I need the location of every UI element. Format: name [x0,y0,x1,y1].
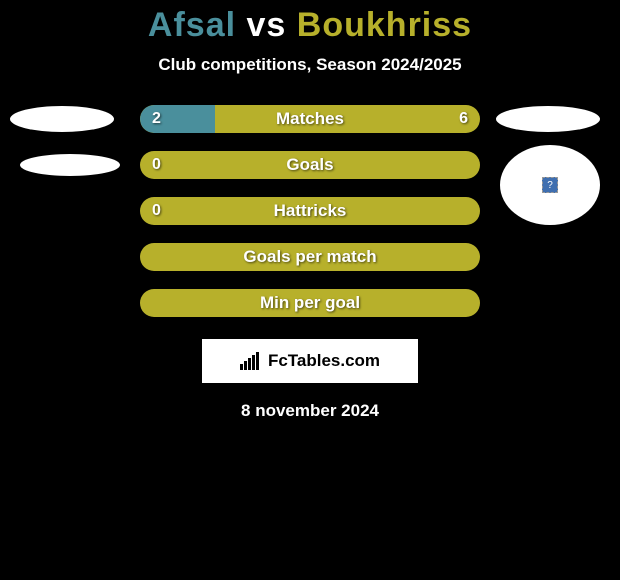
date-label: 8 november 2024 [0,401,620,421]
stat-label: Goals per match [140,247,480,267]
stat-row: Matches2 6 [0,105,620,133]
stat-label: Matches [140,109,480,129]
placeholder-ellipse-left [10,106,114,132]
stat-row: Goals per match [0,243,620,271]
stat-row: Min per goal [0,289,620,317]
stat-value-left: 0 [152,156,161,174]
player2-name: Boukhriss [297,6,472,44]
stat-row: Hattricks0 [0,197,620,225]
stat-label: Hattricks [140,201,480,221]
player1-name: Afsal [148,6,236,44]
page-title: Afsal vs Boukhriss [0,6,620,45]
stat-value-right: 6 [459,110,468,128]
title-vs: vs [247,6,287,44]
stat-value-left: 2 [152,110,161,128]
stat-rows: Matches26?Goals0Hattricks0Goals per matc… [0,105,620,317]
stat-label: Goals [140,155,480,175]
stat-bar: Matches2 6 [140,105,480,133]
stat-value-left: 0 [152,202,161,220]
placeholder-ellipse-left [20,154,120,176]
stat-row: ?Goals0 [0,151,620,179]
stat-bar: Goals per match [140,243,480,271]
brand-text: FcTables.com [268,351,380,371]
brand-icon [240,352,262,370]
comparison-card: Afsal vs Boukhriss Club competitions, Se… [0,0,620,421]
placeholder-ellipse-right [496,106,600,132]
placeholder-icon: ? [542,177,558,193]
brand-badge: FcTables.com [202,339,418,383]
stat-bar: Hattricks0 [140,197,480,225]
stat-bar: Goals0 [140,151,480,179]
subtitle: Club competitions, Season 2024/2025 [0,55,620,75]
stat-bar: Min per goal [140,289,480,317]
stat-label: Min per goal [140,293,480,313]
